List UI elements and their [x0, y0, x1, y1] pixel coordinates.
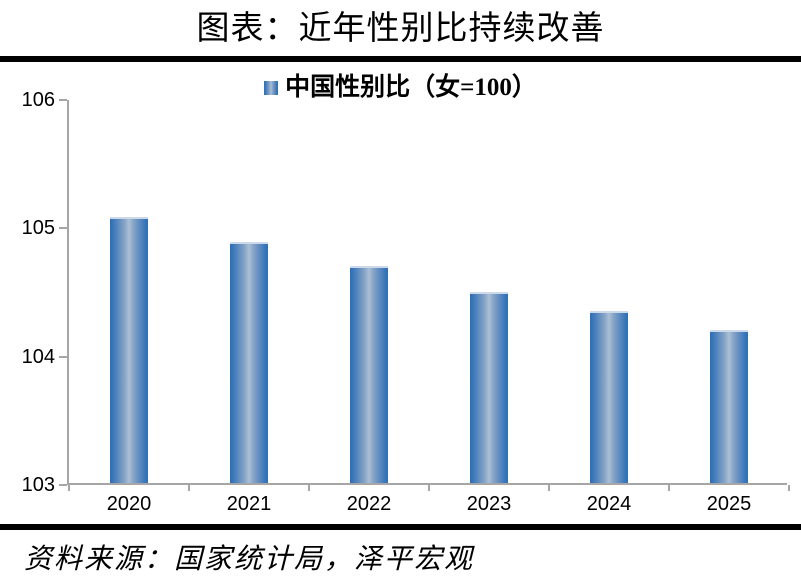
x-axis-tick-0 [68, 485, 70, 491]
chart-title: 图表：近年性别比持续改善 [196, 11, 605, 47]
x-axis-tick-1 [188, 485, 190, 491]
y-axis-tick-104 [59, 355, 67, 358]
x-axis-label-2020: 2020 [106, 493, 152, 515]
bar-2022 [350, 266, 388, 483]
bar-2021 [230, 241, 268, 483]
y-axis-tick-103 [59, 484, 67, 486]
y-axis-label-104: 104 [21, 345, 55, 368]
bar-2023 [470, 291, 508, 483]
bar-2025 [710, 330, 748, 483]
x-axis-label-2025: 2025 [706, 493, 752, 515]
bar-2020 [110, 217, 148, 483]
x-axis-tick-6 [788, 485, 790, 491]
y-axis-label-103: 103 [21, 474, 55, 496]
x-axis-label-2021: 2021 [226, 493, 272, 515]
source-note: 资料来源：国家统计局，泽平宏观 [24, 544, 475, 575]
y-axis-label-105: 105 [21, 217, 55, 240]
x-axis-label-2023: 2023 [466, 493, 512, 515]
legend-swatch-icon [264, 81, 279, 95]
legend: 中国性别比（女=100） [0, 74, 801, 102]
legend-label: 中国性别比（女=100） [285, 74, 537, 101]
x-axis-tick-5 [668, 485, 670, 491]
footer-divider-rule [0, 524, 801, 530]
x-axis-label-2022: 2022 [346, 493, 392, 515]
plot-area: 103 104 105 106 2020 2021 2022 2023 2024 2025 [22, 89, 790, 515]
bar-2024 [590, 311, 628, 483]
x-axis-label-2024: 2024 [586, 493, 632, 515]
x-axis-tick-4 [548, 485, 550, 491]
y-axis-tick-106 [59, 99, 67, 101]
title-divider-rule [0, 56, 801, 62]
y-axis-label-106: 106 [21, 89, 55, 111]
x-axis-tick-2 [308, 485, 310, 491]
y-axis-tick-105 [59, 227, 67, 230]
x-axis-tick-3 [428, 485, 430, 491]
